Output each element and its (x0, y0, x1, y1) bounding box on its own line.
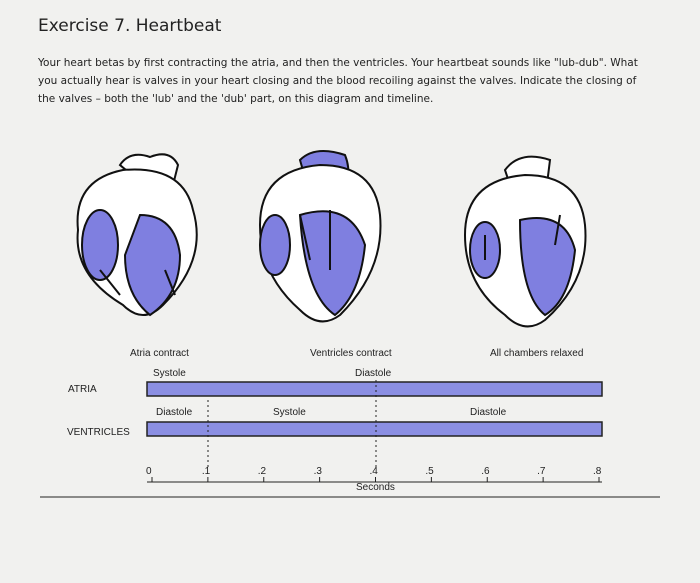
title: Exercise 7. Heartbeat (38, 16, 222, 36)
phase-label: Diastole (156, 407, 193, 418)
instructions: Your heart betas by first contracting th… (38, 57, 638, 105)
axis-label: Seconds (356, 482, 395, 493)
caption: Atria contract (130, 348, 189, 359)
heart-atria-contract (76, 153, 198, 317)
tick-label: .7 (537, 466, 546, 477)
phase-label: Systole (153, 368, 186, 379)
phase-label: Diastole (355, 368, 392, 379)
heart-ventricles-contract (258, 150, 382, 323)
tick-label: 0 (146, 466, 152, 477)
phase-label: Diastole (470, 407, 507, 418)
tick-label: .4 (369, 466, 378, 477)
tick-label: .3 (313, 466, 322, 477)
atria-bar (146, 381, 603, 397)
tick-label: .2 (257, 466, 267, 477)
phase-label: Systole (273, 407, 306, 418)
tick-label: .6 (481, 466, 490, 477)
tick-label: .8 (593, 466, 602, 477)
caption: Ventricles contract (310, 348, 392, 359)
tick-label: .5 (425, 466, 434, 477)
ventricles-bar (146, 421, 603, 437)
tick-label: .1 (201, 466, 211, 477)
heart-relaxed (463, 155, 587, 328)
row-label: ATRIA (68, 384, 97, 395)
row-label: VENTRICLES (67, 427, 130, 438)
caption: All chambers relaxed (490, 348, 584, 359)
